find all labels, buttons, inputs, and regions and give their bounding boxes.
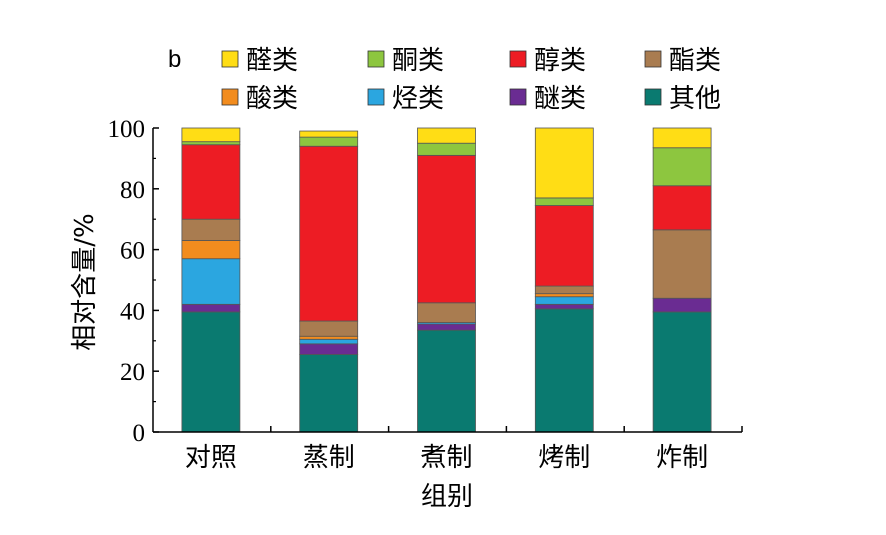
x-tick-label-4: 炸制 bbox=[656, 443, 708, 473]
bar-segment-0-3 bbox=[181, 240, 241, 260]
legend-swatch-6 bbox=[509, 88, 527, 106]
x-tick-label-3: 烤制 bbox=[538, 443, 590, 473]
x-tick-label-0: 对照 bbox=[185, 443, 237, 473]
bar-segment-2-4 bbox=[417, 302, 476, 323]
bar-segment-4-4 bbox=[652, 229, 712, 299]
panel-label: b bbox=[168, 46, 181, 73]
legend-swatch-5 bbox=[367, 88, 385, 106]
bar-segment-1-1 bbox=[299, 343, 359, 355]
bar-segment-1-7 bbox=[299, 130, 359, 138]
legend-label-7: 其他 bbox=[669, 84, 721, 114]
bar-segment-3-5 bbox=[534, 205, 594, 287]
y-tick-label-1: 20 bbox=[120, 359, 145, 386]
y-axis-title: 相对含量/% bbox=[70, 213, 100, 350]
x-tick-label-1: 蒸制 bbox=[303, 443, 355, 473]
bar-segment-3-3 bbox=[534, 293, 594, 298]
bar-segment-4-0 bbox=[652, 311, 712, 433]
bar-segment-2-5 bbox=[417, 154, 476, 304]
legend-label-5: 烃类 bbox=[392, 84, 444, 114]
legend-label-3: 酯类 bbox=[669, 46, 721, 76]
legend-swatch-2 bbox=[509, 50, 527, 68]
bar-segment-0-1 bbox=[181, 303, 241, 313]
x-tick-label-2: 煮制 bbox=[420, 443, 472, 473]
bar-segment-0-7 bbox=[181, 127, 241, 143]
bar-segment-0-0 bbox=[181, 311, 241, 433]
bar-segment-0-2 bbox=[181, 258, 241, 305]
legend-swatch-1 bbox=[367, 50, 385, 68]
y-tick-label-5: 100 bbox=[108, 116, 146, 143]
bar-segment-2-1 bbox=[417, 323, 476, 331]
bars bbox=[181, 127, 712, 433]
bar-segment-3-1 bbox=[534, 303, 594, 310]
legend-label-2: 醇类 bbox=[534, 46, 586, 76]
bar-segment-4-6 bbox=[652, 147, 712, 187]
bar-segment-2-6 bbox=[417, 142, 476, 156]
bar-segment-2-7 bbox=[417, 127, 476, 144]
legend-label-1: 酮类 bbox=[392, 46, 444, 76]
bar-segment-0-5 bbox=[181, 144, 241, 220]
legend-swatch-3 bbox=[644, 50, 662, 68]
bar-segment-1-3 bbox=[299, 335, 359, 340]
bar-segment-4-5 bbox=[652, 185, 712, 231]
bar-segment-1-4 bbox=[299, 320, 359, 337]
y-tick-label-0: 0 bbox=[133, 420, 146, 447]
legend-swatch-4 bbox=[221, 88, 239, 106]
legend-swatch-0 bbox=[221, 50, 239, 68]
y-tick-label-2: 40 bbox=[120, 298, 145, 325]
legend-swatch-7 bbox=[644, 88, 662, 106]
bar-segment-4-1 bbox=[652, 297, 712, 313]
bar-segment-1-2 bbox=[299, 338, 359, 345]
bar-segment-3-2 bbox=[534, 296, 594, 305]
x-axis-title: 组别 bbox=[421, 482, 473, 512]
bar-segment-3-0 bbox=[534, 308, 594, 433]
bar-segment-1-5 bbox=[299, 145, 359, 322]
bar-segment-1-0 bbox=[299, 354, 359, 433]
axes: 0 20 40 60 80 100 对照 蒸制 煮制 烤制 炸制 bbox=[108, 116, 743, 473]
legend-label-0: 醛类 bbox=[246, 46, 298, 76]
bar-segment-4-7 bbox=[652, 127, 712, 149]
y-tick-label-4: 80 bbox=[120, 177, 145, 204]
bar-segment-0-6 bbox=[181, 141, 241, 146]
bar-segment-3-6 bbox=[534, 197, 594, 206]
y-tick-label-3: 60 bbox=[120, 238, 145, 265]
bar-segment-3-7 bbox=[534, 127, 594, 199]
bar-segment-2-0 bbox=[417, 329, 476, 433]
bar-segment-1-6 bbox=[299, 136, 359, 147]
bar-segment-3-4 bbox=[534, 285, 594, 295]
bar-segment-0-4 bbox=[181, 218, 241, 241]
legend-label-4: 酸类 bbox=[246, 84, 298, 114]
legend-label-6: 醚类 bbox=[534, 84, 586, 114]
